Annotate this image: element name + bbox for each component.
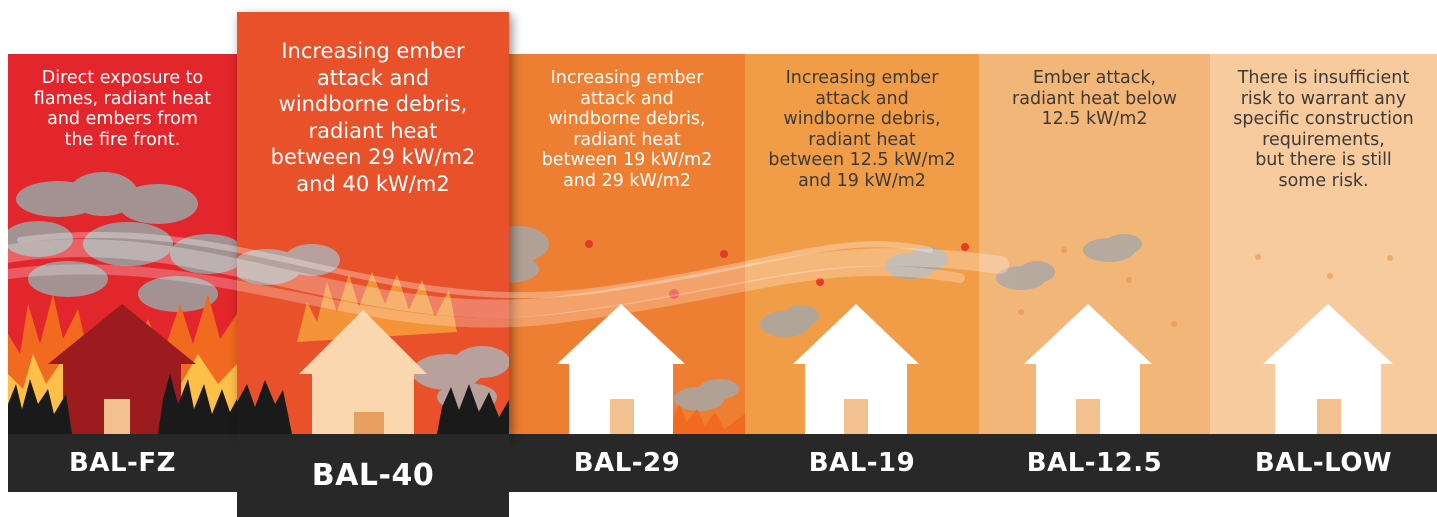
bal-fz-description: Direct exposure to flames, radiant heat … bbox=[33, 68, 212, 150]
panel-bal-19: Increasing ember attack and windborne de… bbox=[745, 54, 979, 434]
ember-dots bbox=[1018, 247, 1177, 327]
bal-low-scene bbox=[1255, 254, 1393, 434]
bal-29-label: BAL-29 bbox=[509, 434, 745, 492]
smoke-cloud bbox=[996, 234, 1142, 290]
bal-19-description: Increasing ember attack and windborne de… bbox=[768, 68, 956, 191]
house-icon bbox=[793, 304, 919, 434]
house-icon bbox=[557, 304, 685, 434]
ember-dots bbox=[1255, 254, 1393, 279]
house-icon bbox=[1024, 304, 1152, 434]
bal-40-label: BAL-40 bbox=[237, 434, 509, 517]
bal-29-description: Increasing ember attack and windborne de… bbox=[541, 68, 713, 191]
smoke-cloud bbox=[760, 247, 948, 337]
house-icon bbox=[1263, 304, 1393, 434]
ember-dots bbox=[816, 243, 969, 286]
smoke-cloud bbox=[8, 172, 237, 312]
house-icon bbox=[48, 304, 196, 434]
bal-29-scene bbox=[509, 226, 745, 434]
bal-12-5-description: Ember attack, radiant heat below 12.5 kW… bbox=[1012, 68, 1177, 129]
bal-19-label: BAL-19 bbox=[745, 434, 979, 492]
bal-40-description: Increasing ember attack and windborne de… bbox=[270, 39, 476, 196]
bal-12-5-label: BAL-12.5 bbox=[979, 434, 1210, 492]
smoke-cloud bbox=[509, 226, 739, 411]
charred-trees bbox=[237, 380, 509, 434]
panel-bal-40: Increasing ember attack and windborne de… bbox=[237, 12, 509, 434]
bal-fz-scene bbox=[8, 172, 237, 434]
house-icon bbox=[299, 310, 427, 434]
panel-bal-low: There is insufficient risk to warrant an… bbox=[1210, 54, 1437, 434]
ember-dots bbox=[585, 240, 728, 299]
bal-fz-label: BAL-FZ bbox=[8, 434, 237, 492]
panel-bal-fz: Direct exposure to flames, radiant heat … bbox=[8, 54, 237, 434]
bal-19-scene bbox=[760, 243, 969, 434]
panel-bal-12-5: Ember attack, radiant heat below 12.5 kW… bbox=[979, 54, 1210, 434]
panel-bal-29: Increasing ember attack and windborne de… bbox=[509, 54, 745, 434]
bal-low-description: There is insufficient risk to warrant an… bbox=[1233, 68, 1414, 191]
flames bbox=[297, 272, 457, 342]
bal-40-scene bbox=[237, 244, 509, 434]
flames bbox=[659, 404, 745, 434]
bal-low-label: BAL-LOW bbox=[1210, 434, 1437, 492]
charred-trees bbox=[8, 374, 237, 434]
bal-12-5-scene bbox=[996, 234, 1177, 434]
